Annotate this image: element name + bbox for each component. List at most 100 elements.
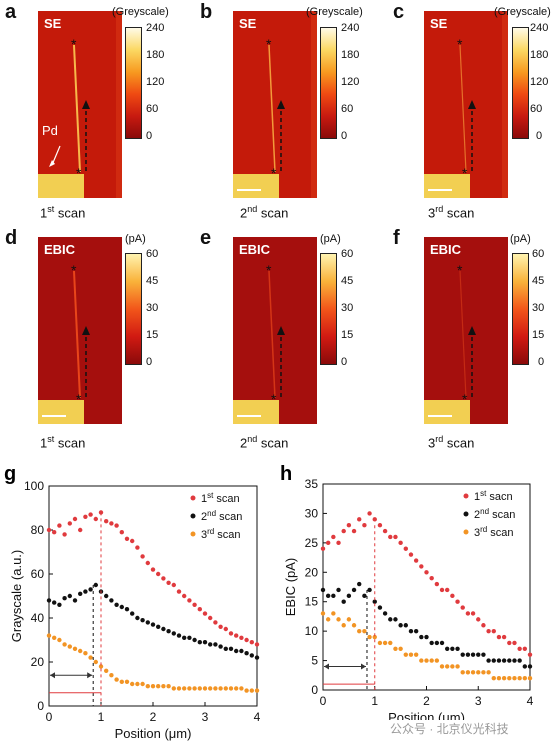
data-point-scan-3 xyxy=(439,664,445,669)
data-point-scan-3 xyxy=(460,670,465,675)
data-point-scan-2 xyxy=(176,633,182,638)
data-point-scan-1 xyxy=(72,516,78,522)
nanowire-overlay: * * xyxy=(457,262,476,407)
scan-label-3rd: 3rd scan xyxy=(428,204,474,220)
legend-marker xyxy=(463,529,469,535)
data-point-scan-1 xyxy=(223,626,228,632)
data-point-scan-1 xyxy=(93,516,99,522)
data-point-scan-2 xyxy=(357,581,362,587)
data-point-scan-1 xyxy=(249,640,254,645)
data-point-scan-3 xyxy=(244,688,249,693)
data-point-scan-1 xyxy=(434,581,440,587)
data-point-scan-2 xyxy=(202,640,208,645)
data-point-scan-2 xyxy=(434,640,440,646)
data-point-scan-1 xyxy=(218,624,223,629)
colorbar-tick: 30 xyxy=(146,302,159,314)
data-point-scan-1 xyxy=(161,576,166,581)
scale-bar xyxy=(237,189,261,191)
nanowire-overlay: * * xyxy=(457,36,476,181)
data-point-scan-2 xyxy=(522,664,528,669)
data-point-scan-3 xyxy=(109,673,114,678)
pd-contact-pad xyxy=(233,174,279,198)
panel-label-b: b xyxy=(200,1,213,23)
data-point-scan-2 xyxy=(119,604,125,610)
y-tick-label: 0 xyxy=(311,683,318,697)
data-point-scan-3 xyxy=(419,658,424,663)
data-point-scan-2 xyxy=(372,599,377,604)
data-point-scan-2 xyxy=(507,658,512,663)
data-point-scan-3 xyxy=(218,686,223,691)
x-tick-label: 4 xyxy=(254,710,261,724)
y-tick-label: 40 xyxy=(31,611,45,625)
data-point-scan-2 xyxy=(346,593,352,599)
x-tick-label: 1 xyxy=(98,710,105,724)
y-tick-label: 30 xyxy=(305,506,319,520)
data-point-scan-2 xyxy=(496,658,502,663)
svg-text:*: * xyxy=(76,165,82,181)
colorbar-tick: 45 xyxy=(341,275,354,287)
colorbar-greyscale xyxy=(320,27,337,139)
data-point-scan-2 xyxy=(450,646,455,651)
svg-text:*: * xyxy=(462,391,468,407)
colorbar-tick: 60 xyxy=(530,103,543,115)
data-point-scan-2 xyxy=(481,652,486,657)
data-point-scan-3 xyxy=(197,686,202,691)
colorbar-tick: 45 xyxy=(532,275,545,287)
data-point-scan-1 xyxy=(481,623,486,628)
colorbar-tick: 240 xyxy=(530,22,549,34)
data-point-scan-3 xyxy=(176,686,182,691)
data-point-scan-2 xyxy=(93,582,99,588)
panel-label-d: d xyxy=(5,227,18,249)
data-point-scan-3 xyxy=(331,611,336,616)
data-point-scan-3 xyxy=(249,688,254,693)
data-point-scan-1 xyxy=(336,540,341,546)
data-point-scan-2 xyxy=(228,646,234,651)
y-axis-label: Grayscale (a.u.) xyxy=(9,550,24,642)
data-point-scan-1 xyxy=(109,521,114,526)
data-point-scan-2 xyxy=(46,598,52,603)
data-point-scan-1 xyxy=(419,564,424,569)
data-point-scan-1 xyxy=(491,628,496,634)
y-tick-label: 0 xyxy=(37,699,44,713)
pd-label: Pd xyxy=(42,123,58,138)
data-point-scan-3 xyxy=(223,686,228,691)
data-point-scan-1 xyxy=(234,633,239,638)
x-tick-label: 1 xyxy=(371,694,378,708)
data-point-scan-1 xyxy=(346,523,352,528)
mode-label: SE xyxy=(239,16,257,31)
data-point-scan-3 xyxy=(57,637,62,643)
data-point-scan-2 xyxy=(351,587,357,593)
data-point-scan-1 xyxy=(228,631,234,636)
panel-label-a: a xyxy=(5,1,17,23)
pd-contact-pad xyxy=(424,400,470,424)
data-point-scan-2 xyxy=(166,629,171,634)
colorbar-tick: 180 xyxy=(146,49,165,61)
data-point-scan-1 xyxy=(62,532,67,537)
data-point-scan-2 xyxy=(424,634,429,640)
data-point-scan-3 xyxy=(429,658,434,663)
scan-label-1st: 1st scan xyxy=(40,204,85,220)
data-point-scan-1 xyxy=(182,593,187,599)
legend-label: 2nd scan xyxy=(474,507,515,522)
arrow-head xyxy=(324,663,329,670)
data-point-scan-2 xyxy=(145,620,150,625)
data-point-scan-3 xyxy=(135,681,140,687)
data-point-scan-2 xyxy=(62,596,67,601)
colorbar-tick: 0 xyxy=(536,130,543,142)
data-point-scan-3 xyxy=(496,676,502,681)
data-point-scan-2 xyxy=(104,593,109,599)
data-point-scan-1 xyxy=(46,527,52,533)
colorbar-tick: 180 xyxy=(530,49,549,61)
data-point-scan-3 xyxy=(486,670,491,675)
svg-text:*: * xyxy=(266,36,272,52)
y-tick-label: 100 xyxy=(24,479,44,493)
data-point-scan-2 xyxy=(197,640,202,645)
data-point-scan-1 xyxy=(367,511,372,516)
data-point-scan-3 xyxy=(476,670,481,675)
scale-bar xyxy=(428,189,452,191)
data-point-scan-2 xyxy=(393,617,398,622)
colorbar-tick: 120 xyxy=(530,76,549,88)
data-point-scan-2 xyxy=(325,593,331,599)
colorbar-tick: 15 xyxy=(532,329,545,341)
svg-text:*: * xyxy=(271,165,277,181)
